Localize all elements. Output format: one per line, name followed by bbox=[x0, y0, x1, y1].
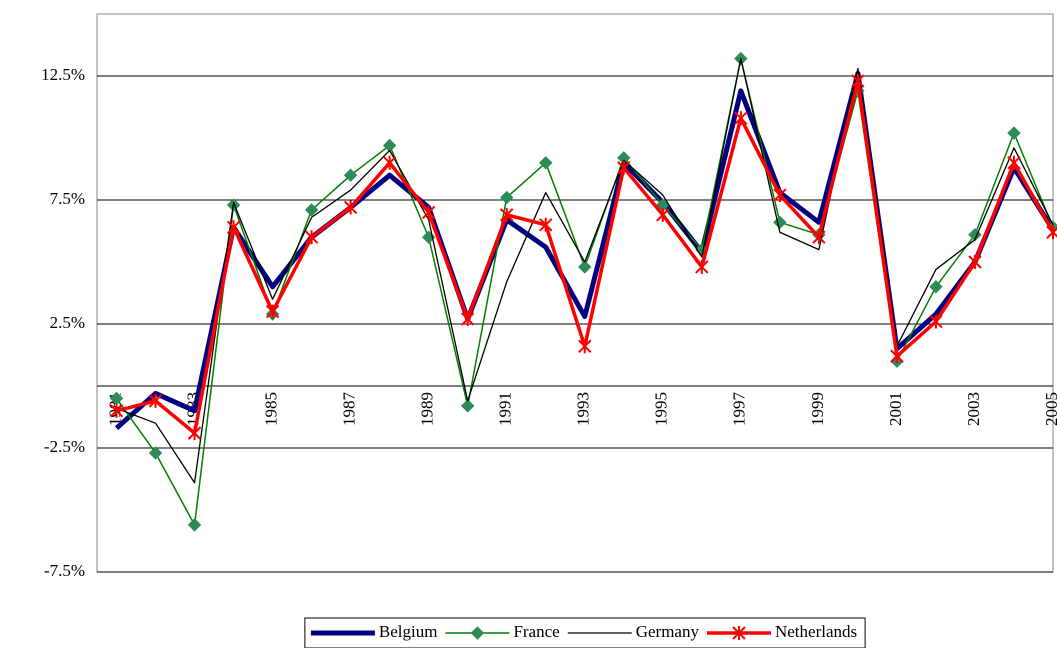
marker bbox=[732, 626, 746, 640]
marker bbox=[148, 393, 163, 408]
x-tick-label: 1993 bbox=[574, 392, 593, 426]
marker bbox=[617, 160, 631, 175]
legend: Belgium France Germany Netherlands bbox=[304, 617, 866, 648]
marker bbox=[187, 426, 202, 441]
marker bbox=[578, 260, 592, 274]
marker bbox=[929, 280, 943, 294]
marker bbox=[695, 259, 709, 274]
legend-box bbox=[304, 617, 866, 648]
marker bbox=[851, 73, 865, 88]
x-tick-label: 1997 bbox=[730, 392, 749, 427]
plot-area bbox=[96, 13, 1054, 573]
x-tick-label: 1987 bbox=[340, 392, 359, 427]
marker bbox=[304, 203, 319, 217]
marker bbox=[187, 518, 202, 532]
x-tick-label: 2001 bbox=[886, 392, 905, 426]
marker bbox=[343, 168, 358, 182]
x-tick-label: 1999 bbox=[808, 392, 827, 426]
y-tick-label: 12.5% bbox=[41, 65, 85, 84]
marker bbox=[226, 220, 241, 235]
marker bbox=[460, 399, 475, 413]
y-tick-label: -7.5% bbox=[44, 561, 85, 580]
x-tick-label: 1991 bbox=[496, 392, 515, 426]
marker bbox=[470, 626, 485, 640]
marker bbox=[382, 155, 397, 170]
marker bbox=[734, 111, 748, 126]
marker bbox=[929, 314, 943, 329]
x-tick-label: 1995 bbox=[652, 392, 671, 426]
marker bbox=[343, 200, 358, 215]
legend-label: Belgium bbox=[379, 622, 438, 641]
y-tick-label: -2.5% bbox=[44, 437, 85, 456]
marker bbox=[890, 349, 904, 364]
marker bbox=[460, 312, 475, 327]
marker bbox=[148, 446, 163, 460]
marker bbox=[539, 217, 553, 232]
marker bbox=[109, 403, 124, 418]
y-tick-label: 2.5% bbox=[50, 313, 85, 332]
marker bbox=[265, 304, 280, 319]
marker bbox=[773, 215, 787, 230]
y-tick-label: 7.5% bbox=[50, 189, 85, 208]
x-tick-label: 1985 bbox=[261, 392, 280, 426]
marker bbox=[968, 255, 982, 269]
legend-label: Netherlands bbox=[775, 622, 857, 641]
marker bbox=[812, 230, 826, 245]
marker bbox=[421, 205, 436, 220]
x-tick-label: 2005 bbox=[1042, 392, 1057, 426]
marker bbox=[1007, 126, 1021, 140]
marker bbox=[773, 188, 787, 203]
legend-label: Germany bbox=[636, 622, 700, 641]
legend-label: France bbox=[513, 622, 559, 641]
marker bbox=[500, 207, 514, 222]
x-tick-label: 1989 bbox=[418, 392, 437, 426]
marker bbox=[500, 190, 514, 205]
marker bbox=[656, 207, 670, 222]
marker bbox=[304, 230, 319, 245]
marker bbox=[539, 156, 553, 170]
x-tick-label: 2003 bbox=[964, 392, 983, 426]
marker bbox=[578, 339, 592, 354]
marker bbox=[1007, 155, 1021, 170]
marker bbox=[1046, 225, 1057, 240]
